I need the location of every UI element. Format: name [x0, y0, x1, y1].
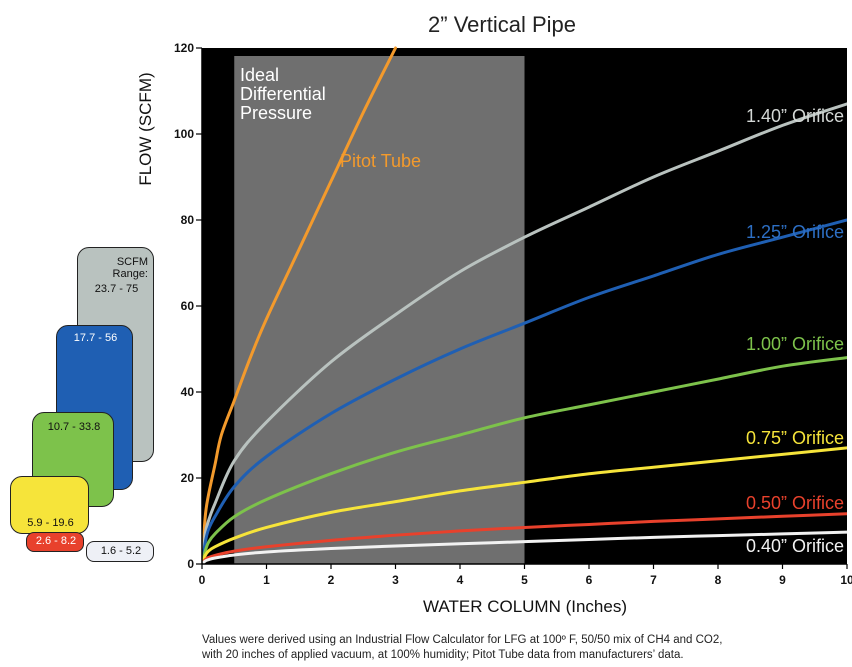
ideal-pressure-band: [234, 56, 525, 564]
y-tick-label: 20: [181, 471, 195, 485]
x-tick-label: 4: [457, 573, 464, 587]
chart-title: 2” Vertical Pipe: [428, 12, 576, 37]
band-annotation-line: Pressure: [240, 103, 313, 123]
footnote-line: with 20 inches of applied vacuum, at 100…: [202, 649, 684, 661]
series-line: [202, 218, 847, 564]
band-annotation: Ideal Differential Pressure: [240, 66, 326, 123]
range-card-header-line: SCFM: [116, 256, 148, 268]
curve-label: 1.40” Orifice: [745, 105, 844, 126]
range-card: 1.6 - 5.2: [86, 541, 154, 562]
range-card: 5.9 - 19.6: [10, 476, 89, 534]
range-card: 2.6 - 8.2: [26, 532, 84, 552]
range-card-value: 23.7 - 75: [94, 283, 139, 295]
series-line: [202, 356, 847, 564]
x-tick-label: 1: [263, 573, 270, 587]
y-tick-label: 80: [181, 213, 195, 227]
range-card-value: 5.9 - 19.6: [27, 517, 74, 529]
series-line: [202, 46, 397, 564]
axes: 0 20 40 60 80 100 120 0 1 2 3 4 5 6 7 8 9 10: [174, 41, 852, 587]
x-tick-label: 0: [199, 573, 206, 587]
y-tick-label: 100: [174, 127, 194, 141]
range-card-header-line: Range:: [112, 268, 148, 280]
y-tick-label: 60: [181, 299, 195, 313]
series-line: [202, 512, 847, 564]
y-tick-label: 120: [174, 41, 194, 55]
x-tick-label: 9: [779, 573, 786, 587]
curve-label: 1.00” Orifice: [745, 333, 844, 354]
x-tick-label: 6: [586, 573, 593, 587]
band-annotation-line: Differential: [240, 84, 326, 104]
range-card-value: 1.6 - 5.2: [100, 545, 142, 557]
range-card-value: 10.7 - 33.8: [47, 421, 101, 433]
y-tick-label: 40: [181, 385, 195, 399]
series-lines: [202, 46, 847, 564]
range-card-value: 2.6 - 8.2: [35, 535, 77, 547]
x-tick-label: 2: [328, 573, 335, 587]
series-line: [202, 446, 847, 564]
footnote: Values were derived using an Industrial …: [202, 633, 852, 663]
x-tick-label: 10: [840, 573, 852, 587]
curve-label: 0.75” Orifice: [745, 428, 844, 449]
y-axis-label: FLOW (SCFM): [136, 72, 155, 186]
range-card-header: SCFM Range:: [78, 256, 148, 280]
range-card-value: 17.7 - 56: [73, 332, 118, 344]
curve-label: 1.25” Orifice: [745, 221, 844, 242]
x-axis-label: WATER COLUMN (Inches): [422, 597, 628, 616]
x-tick-label: 5: [521, 573, 528, 587]
x-tick-label: 7: [650, 573, 657, 587]
y-tick-label: 0: [187, 557, 194, 571]
curve-label: 0.50” Orifice: [745, 492, 844, 513]
x-tick-label: 3: [392, 573, 399, 587]
footnote-line: Values were derived using an Industrial …: [202, 634, 723, 646]
series-line: [202, 102, 847, 564]
pitot-tube-label: Pitot Tube: [340, 151, 422, 171]
curve-label: 0.40” Orifice: [745, 535, 844, 556]
series-line: [202, 530, 847, 564]
x-tick-label: 8: [715, 573, 722, 587]
band-annotation-line: Ideal: [240, 65, 280, 85]
